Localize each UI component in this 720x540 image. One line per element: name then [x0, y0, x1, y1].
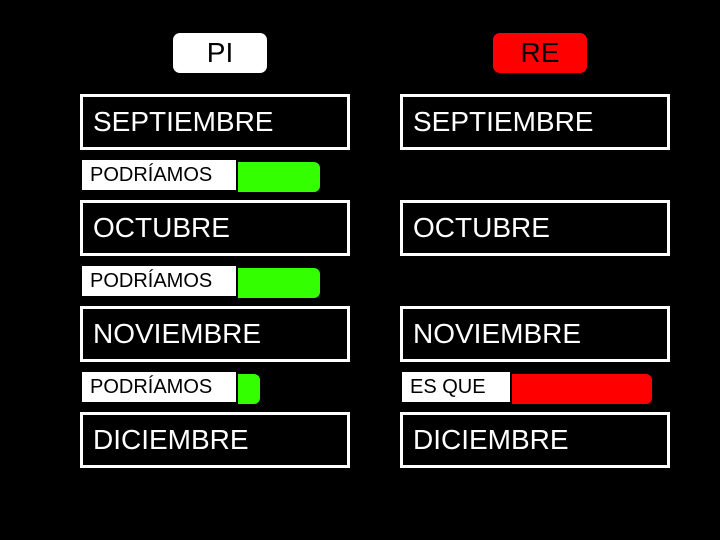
podriamos-box: PODRÍAMOS [80, 370, 238, 404]
esque-label: ES QUE [410, 376, 486, 399]
left-box-septiembre: SEPTIEMBRE [80, 94, 350, 150]
left-box-diciembre: DICIEMBRE [80, 412, 350, 468]
right-box-octubre: OCTUBRE [400, 200, 670, 256]
month-label: DICIEMBRE [93, 424, 249, 456]
spacer [400, 264, 680, 306]
left-box-noviembre: NOVIEMBRE [80, 306, 350, 362]
month-label: SEPTIEMBRE [93, 106, 273, 138]
month-label: OCTUBRE [413, 212, 550, 244]
month-label: OCTUBRE [93, 212, 230, 244]
left-small-1: PODRÍAMOS [80, 158, 350, 192]
month-label: DICIEMBRE [413, 424, 569, 456]
right-column: RE SEPTIEMBRE OCTUBRE NOVIEMBRE ES QUE D… [400, 30, 680, 476]
right-small-1: ES QUE [400, 370, 670, 404]
month-label: SEPTIEMBRE [413, 106, 593, 138]
right-box-noviembre: NOVIEMBRE [400, 306, 670, 362]
podriamos-box: PODRÍAMOS [80, 158, 238, 192]
podriamos-label: PODRÍAMOS [90, 376, 212, 399]
month-label: NOVIEMBRE [413, 318, 581, 350]
left-box-octubre: OCTUBRE [80, 200, 350, 256]
esque-box: ES QUE [400, 370, 512, 404]
left-column: PI SEPTIEMBRE PODRÍAMOS OCTUBRE PODRÍAMO… [80, 30, 360, 476]
left-small-2: PODRÍAMOS [80, 264, 350, 298]
spacer [400, 158, 680, 200]
left-header-label: PI [207, 37, 233, 69]
podriamos-label: PODRÍAMOS [90, 270, 212, 293]
right-header-pill: RE [490, 30, 590, 76]
podriamos-label: PODRÍAMOS [90, 164, 212, 187]
right-header-label: RE [521, 37, 560, 69]
left-header-pill: PI [170, 30, 270, 76]
left-small-3: PODRÍAMOS [80, 370, 350, 404]
right-box-septiembre: SEPTIEMBRE [400, 94, 670, 150]
month-label: NOVIEMBRE [93, 318, 261, 350]
right-box-diciembre: DICIEMBRE [400, 412, 670, 468]
podriamos-box: PODRÍAMOS [80, 264, 238, 298]
